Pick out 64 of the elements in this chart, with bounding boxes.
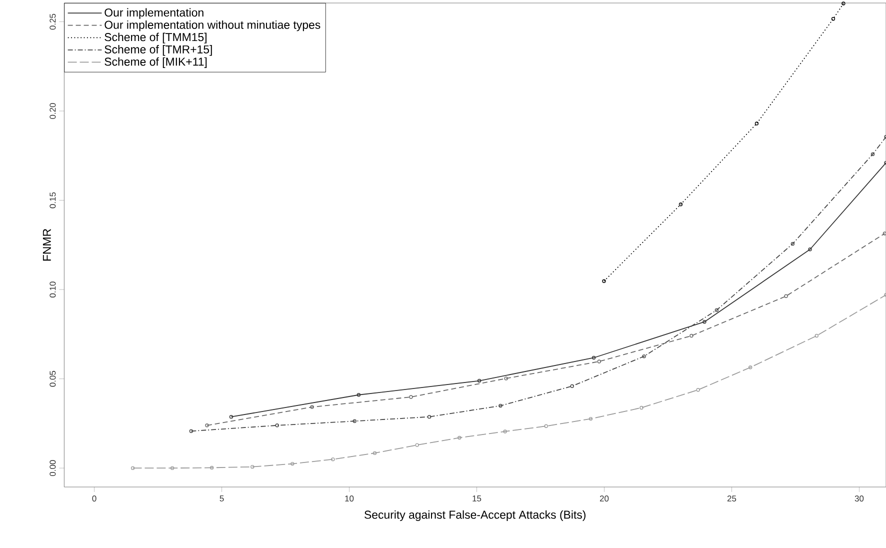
point [409, 395, 413, 399]
legend-label: Scheme of [TMR+15] [104, 45, 212, 56]
point [570, 384, 574, 388]
x-tick-label: 30 [854, 496, 864, 502]
point [870, 152, 875, 156]
x-tick-label: 5 [220, 496, 224, 502]
point [275, 424, 279, 428]
point [503, 430, 507, 434]
point [597, 360, 601, 364]
point [458, 436, 462, 440]
point [331, 457, 335, 462]
y-tick-label: 0.25 [50, 14, 56, 30]
point [544, 424, 548, 428]
point [205, 424, 209, 428]
point [814, 334, 818, 338]
y-tick-label: 0.00 [50, 460, 56, 476]
y-tick-label: 0.10 [50, 282, 56, 298]
legend-label: Scheme of [MIK+11] [104, 57, 207, 68]
point [415, 443, 419, 447]
x-tick-label: 20 [600, 496, 609, 502]
point [678, 202, 683, 206]
y-tick-label: 0.05 [50, 370, 56, 387]
point [498, 404, 502, 408]
x-tick-label: 10 [345, 496, 354, 502]
point [356, 393, 361, 397]
point [310, 405, 314, 409]
point [748, 366, 752, 370]
point [882, 232, 886, 236]
y-tick-label: 0.15 [50, 192, 56, 208]
y-tick-label: 0.20 [50, 103, 56, 119]
point [170, 466, 174, 470]
point [696, 388, 700, 392]
point [714, 308, 719, 312]
point [602, 279, 606, 283]
point [690, 334, 694, 338]
point [352, 419, 356, 423]
point [790, 242, 795, 246]
point [640, 406, 644, 410]
point [210, 466, 214, 470]
point [427, 414, 432, 419]
point [592, 356, 596, 360]
x-tick-label: 0 [92, 496, 96, 502]
point [808, 248, 812, 252]
x-axis-title: Security against False-Accept Attacks (Bits) [364, 510, 586, 522]
point [130, 466, 135, 470]
point [250, 464, 254, 469]
point [702, 320, 706, 324]
x-tick-label: 25 [727, 496, 736, 502]
legend-label: Our implementation without minutiae types [104, 20, 320, 32]
point [189, 429, 194, 433]
point [831, 17, 836, 21]
point [372, 451, 377, 455]
point [642, 354, 646, 358]
point [842, 2, 846, 6]
point [290, 462, 294, 466]
point [477, 378, 482, 383]
y-axis-title: FNMR [42, 228, 51, 261]
point [588, 416, 593, 421]
legend-label: Our implementation [104, 8, 204, 19]
point [784, 294, 788, 298]
legend-label: Scheme of [TMM15] [104, 32, 206, 44]
point [504, 376, 508, 380]
x-tick-label: 15 [472, 496, 482, 502]
point [754, 122, 759, 126]
